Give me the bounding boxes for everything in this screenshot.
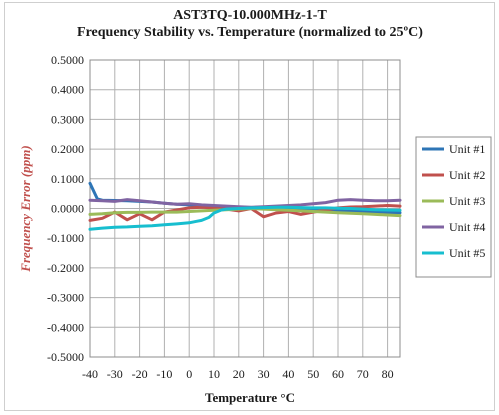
x-tick-label: -20 [132, 367, 148, 381]
y-tick-label: 0.5000 [51, 53, 84, 67]
y-tick-label: -0.5000 [47, 350, 84, 364]
y-tick-labels: 0.5000 0.4000 0.3000 0.2000 0.1000 0.0000 -0.1… [47, 53, 84, 364]
x-tick-label: 0 [186, 367, 192, 381]
y-tick-label: -0.3000 [47, 291, 84, 305]
x-tick-labels: -40 -30 -20 -10 0 10 20 30 40 50 60 70 80 [82, 367, 394, 381]
x-axis-title: Temperature °C [205, 390, 295, 405]
y-axis-title: Frequency Error (ppm) [18, 145, 33, 272]
legend-label-unit-3: Unit #3 [449, 194, 485, 208]
y-tick-label: 0.2000 [51, 142, 84, 156]
y-tick-label: -0.1000 [47, 231, 84, 245]
x-tick-label: 70 [357, 367, 369, 381]
y-tick-label: 0.0000 [51, 202, 84, 216]
y-tick-label: 0.3000 [51, 112, 84, 126]
legend-label-unit-5: Unit #5 [449, 246, 485, 260]
legend: Unit #1 Unit #2 Unit #3 Unit #4 Unit #5 [415, 136, 492, 278]
chart-title: AST3TQ-10.000MHz-1-T [173, 8, 327, 23]
chart-subtitle: Frequency Stability vs. Temperature (nor… [77, 25, 423, 40]
y-tick-label: -0.4000 [47, 320, 84, 334]
y-tick-label: 0.1000 [51, 172, 84, 186]
x-tick-label: 10 [208, 367, 220, 381]
x-tick-label: -30 [107, 367, 123, 381]
plot-area-border [89, 59, 401, 358]
y-tick-label: 0.4000 [51, 83, 84, 97]
y-tick-label: -0.2000 [47, 261, 84, 275]
x-tick-label: 40 [282, 367, 294, 381]
legend-label-unit-4: Unit #4 [449, 220, 485, 234]
series-lines [88, 181, 402, 231]
x-tick-label: 30 [258, 367, 270, 381]
x-tick-label: 80 [382, 367, 394, 381]
x-tick-label: -10 [156, 367, 172, 381]
x-tick-label: 50 [307, 367, 319, 381]
legend-label-unit-1: Unit #1 [449, 142, 485, 156]
legend-label-unit-2: Unit #2 [449, 168, 485, 182]
x-tick-label: 60 [332, 367, 344, 381]
x-tick-label: -40 [82, 367, 98, 381]
series-line-unit-5 [88, 205, 402, 231]
x-tick-label: 20 [233, 367, 245, 381]
